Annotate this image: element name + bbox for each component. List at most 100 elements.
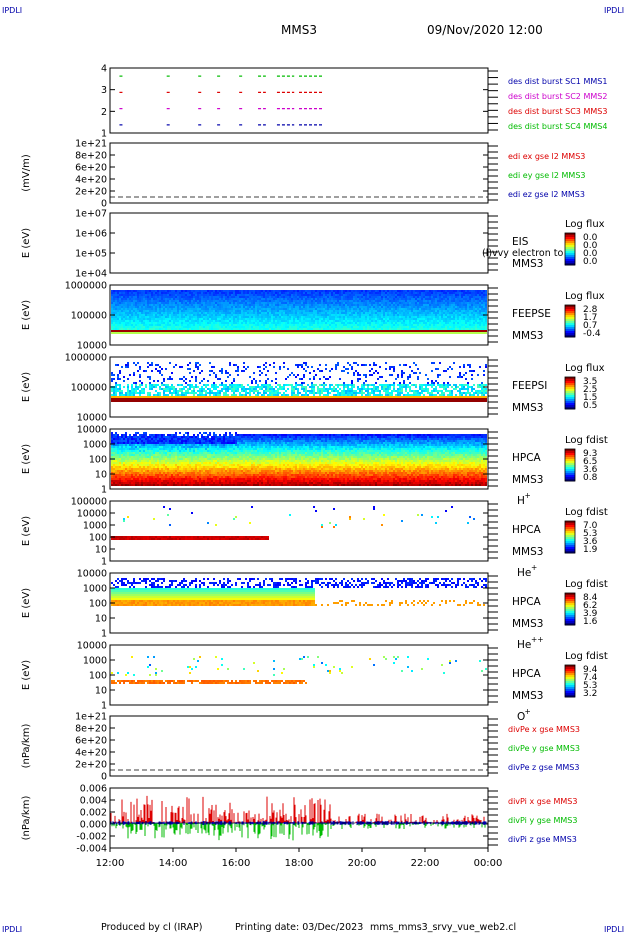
spectrogram-cell xyxy=(349,314,351,316)
spectrogram-cell xyxy=(225,398,227,400)
spectrogram-cell xyxy=(453,318,455,320)
spectrogram-cell xyxy=(457,328,459,330)
spectrogram-cell xyxy=(145,400,147,402)
spectrogram-cell xyxy=(163,332,165,334)
spectrogram-cell xyxy=(177,398,179,400)
spectrogram-cell xyxy=(431,292,433,294)
spectrogram-cell xyxy=(257,318,259,320)
spectrogram-cell xyxy=(419,296,421,298)
panel-frame xyxy=(109,212,489,274)
spectrogram-cell xyxy=(243,324,245,326)
spectrogram-cell xyxy=(467,330,469,332)
spectrogram-cell xyxy=(181,392,183,394)
spectrogram-cell xyxy=(265,306,267,308)
spectrogram-cell xyxy=(255,306,257,308)
spectrogram-cell xyxy=(405,316,407,318)
spectrogram-cell xyxy=(239,292,241,294)
spectrogram-cell xyxy=(201,290,203,292)
spectrogram-cell xyxy=(127,298,129,300)
spectrogram-cell xyxy=(285,316,287,318)
spectrogram-cell xyxy=(221,300,223,302)
spectrogram-cell xyxy=(183,400,185,402)
spectrogram-cell xyxy=(251,292,253,294)
spectrogram-cell xyxy=(299,314,301,316)
spectrogram-cell xyxy=(157,316,159,318)
spectrogram-cell xyxy=(223,322,225,324)
spectrogram-cell xyxy=(403,302,405,304)
spectrogram-cell xyxy=(233,386,235,388)
spectrogram-cell xyxy=(257,292,259,294)
spectrogram-cell xyxy=(201,296,203,298)
spectrogram-cell xyxy=(325,304,327,306)
spectrogram-cell xyxy=(193,332,195,334)
spectrogram-cell xyxy=(123,310,125,312)
spectrogram-cell xyxy=(129,292,131,294)
spectrogram-cell xyxy=(447,314,449,316)
spectrogram-cell xyxy=(165,298,167,300)
spectrogram-cell xyxy=(307,318,309,320)
spectrogram-cell xyxy=(199,326,201,328)
spectrogram-cell xyxy=(399,298,401,300)
spectrogram-cell xyxy=(153,316,155,318)
spectrogram-cell xyxy=(227,296,229,298)
spectrogram-cell xyxy=(185,300,187,302)
spectrogram-cell xyxy=(465,310,467,312)
spectrogram-cell xyxy=(363,316,365,318)
spectrogram-cell xyxy=(215,394,217,396)
spectrogram-cell xyxy=(207,384,209,386)
spectrogram-cell xyxy=(121,306,123,308)
spectrogram-cell xyxy=(357,306,359,308)
spectrogram-cell xyxy=(369,296,371,298)
spectrogram-cell xyxy=(471,318,473,320)
spectrogram-cell xyxy=(271,332,273,334)
spectrogram-cell xyxy=(377,304,379,306)
spectrogram-cell xyxy=(163,290,165,292)
spectrogram-cell xyxy=(193,302,195,304)
spectrogram-cell xyxy=(253,308,255,310)
spectrogram-cell xyxy=(295,292,297,294)
spectrogram-cell xyxy=(449,290,451,292)
spectrogram-cell xyxy=(137,306,139,308)
spectrogram-cell xyxy=(171,384,173,386)
spectrogram-cell xyxy=(143,312,145,314)
spectrogram-cell xyxy=(239,290,241,292)
spectrogram-cell xyxy=(111,298,113,300)
spectrogram-cell xyxy=(281,296,283,298)
spectrogram-cell xyxy=(133,324,135,326)
spectrogram-cell xyxy=(387,300,389,302)
spectrogram-cell xyxy=(127,398,129,400)
spectrogram-cell xyxy=(465,324,467,326)
spectrogram-cell xyxy=(177,298,179,300)
spectrogram-cell xyxy=(121,320,123,322)
spectrogram-cell xyxy=(229,362,231,364)
spectrogram-cell xyxy=(335,320,337,322)
spectrogram-cell xyxy=(461,328,463,330)
spectrogram-cell xyxy=(327,304,329,306)
spectrogram-cell xyxy=(145,308,147,310)
spectrogram-cell xyxy=(155,296,157,298)
spectrogram-cell xyxy=(157,312,159,314)
spectrogram-cell xyxy=(231,382,233,384)
instrument-label: FEEPSE xyxy=(512,308,551,320)
spectrogram-cell xyxy=(181,306,183,308)
spectrogram-cell xyxy=(287,290,289,292)
spectrogram-cell xyxy=(291,328,293,330)
spectrogram-cell xyxy=(319,320,321,322)
spectrogram-cell xyxy=(169,304,171,306)
spectrogram-cell xyxy=(483,326,485,328)
spectrogram-cell xyxy=(113,308,115,310)
spectrogram-cell xyxy=(325,298,327,300)
spectrogram-cell xyxy=(427,290,429,292)
spectrogram-cell xyxy=(191,324,193,326)
spectrogram-cell xyxy=(233,314,235,316)
spectrogram-cell xyxy=(145,306,147,308)
spectrogram-cell xyxy=(407,304,409,306)
spectrogram-cell xyxy=(339,294,341,296)
spectrogram-cell xyxy=(293,326,295,328)
spectrogram-cell xyxy=(155,290,157,292)
spectrogram-cell xyxy=(235,312,237,314)
spectrogram-cell xyxy=(293,308,295,310)
spectrogram-cell xyxy=(415,316,417,318)
spectrogram-cell xyxy=(187,296,189,298)
spectrogram-cell xyxy=(313,300,315,302)
